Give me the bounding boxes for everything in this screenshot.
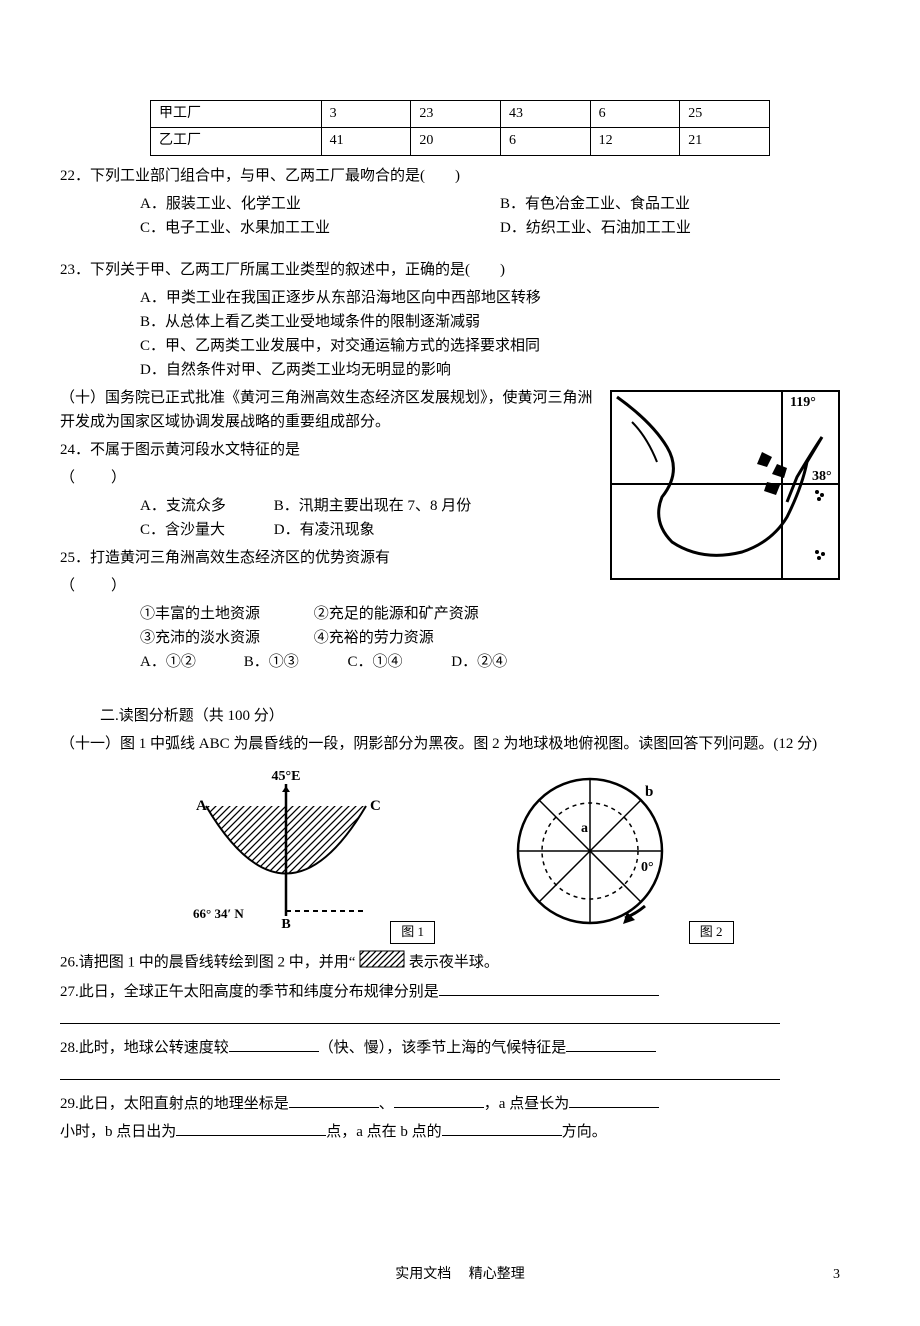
q23-opt-a: A．甲类工业在我国正逐步从东部沿海地区向中西部地区转移 bbox=[140, 286, 860, 310]
q29: 29.此日，太阳直射点的地理坐标是 、 ，a 点昼长为 bbox=[60, 1092, 860, 1116]
cell: 甲工厂 bbox=[151, 101, 322, 128]
q22-opt-b: B．有色冶金工业、食品工业 bbox=[500, 192, 860, 216]
q24-opt-b: B．汛期主要出现在 7、8 月份 bbox=[274, 498, 472, 514]
table-row: 甲工厂 3 23 43 6 25 bbox=[151, 101, 770, 128]
fig1-b: B bbox=[282, 917, 291, 932]
blank bbox=[289, 1092, 379, 1108]
table-row: 乙工厂 41 20 6 12 21 bbox=[151, 128, 770, 155]
q25-opt-b: B．①③ bbox=[244, 650, 344, 674]
q25-i1: ①丰富的土地资源 bbox=[140, 602, 310, 626]
q29-p4: 小时，b 点日出为 bbox=[60, 1124, 176, 1140]
map-lat-label: 38° bbox=[812, 469, 832, 484]
fig2-zero: 0° bbox=[641, 860, 654, 875]
q22-opt-a: A．服装工业、化学工业 bbox=[140, 192, 500, 216]
q29-p2: 、 bbox=[379, 1096, 394, 1112]
blank bbox=[442, 1120, 562, 1136]
q29-p6: 方向。 bbox=[562, 1124, 607, 1140]
cell: 43 bbox=[500, 101, 590, 128]
footer-right: 精心整理 bbox=[469, 1267, 525, 1282]
fig1-lat: 66° 34′ N bbox=[193, 906, 244, 921]
hatch-icon bbox=[359, 950, 405, 976]
yellow-river-map: 119° 38° bbox=[610, 390, 840, 580]
q29-p5: 点，a 点在 b 点的 bbox=[326, 1124, 441, 1140]
q26-pre: 26.请把图 1 中的晨昏线转绘到图 2 中，并用“ bbox=[60, 954, 355, 970]
blank bbox=[176, 1120, 326, 1136]
q24-opt-a: A．支流众多 bbox=[140, 494, 270, 518]
cell: 3 bbox=[321, 101, 411, 128]
blank bbox=[569, 1092, 659, 1108]
fig1-a: A bbox=[196, 798, 207, 814]
q24-opt-d: D．有凌汛现象 bbox=[274, 522, 375, 538]
blank bbox=[60, 1008, 780, 1024]
cell: 23 bbox=[411, 101, 501, 128]
q25-i3: ③充沛的淡水资源 bbox=[140, 626, 310, 650]
blank bbox=[439, 980, 659, 996]
page-footer: 实用文档 精心整理 3 bbox=[60, 1264, 860, 1286]
q28-pre: 28.此时，地球公转速度较 bbox=[60, 1040, 229, 1056]
fig2-b: b bbox=[645, 784, 653, 800]
cell: 12 bbox=[590, 128, 680, 155]
q29-p1: 29.此日，太阳直射点的地理坐标是 bbox=[60, 1096, 289, 1112]
q26: 26.请把图 1 中的晨昏线转绘到图 2 中，并用“ 表示夜半球。 bbox=[60, 950, 860, 976]
q25-opt-c: C．①④ bbox=[348, 650, 448, 674]
passage11: （十一）图 1 中弧线 ABC 为晨昏线的一段，阴影部分为黑夜。图 2 为地球极… bbox=[60, 732, 860, 756]
q28-mid: （快、慢），该季节上海的气候特征是 bbox=[319, 1040, 567, 1056]
blank bbox=[229, 1036, 319, 1052]
blank bbox=[566, 1036, 656, 1052]
q23-opt-b: B．从总体上看乙类工业受地域条件的限制逐渐减弱 bbox=[140, 310, 860, 334]
q24-opt-c: C．含沙量大 bbox=[140, 518, 270, 542]
q25-i4: ④充裕的劳力资源 bbox=[314, 630, 434, 646]
fig2-a: a bbox=[581, 821, 588, 836]
cell: 21 bbox=[680, 128, 770, 155]
cell: 6 bbox=[590, 101, 680, 128]
q23-opt-d: D．自然条件对甲、乙两类工业均无明显的影响 bbox=[140, 358, 860, 382]
q23-opt-c: C．甲、乙两类工业发展中，对交通运输方式的选择要求相同 bbox=[140, 334, 860, 358]
footer-left: 实用文档 bbox=[395, 1267, 451, 1282]
fig1-top-label: 45°E bbox=[272, 769, 301, 784]
q26-post: 表示夜半球。 bbox=[409, 954, 499, 970]
q22-stem: 22．下列工业部门组合中，与甲、乙两工厂最吻合的是( ) bbox=[60, 164, 860, 188]
figure-1: 45°E A C 66° 34′ N B 图 1 bbox=[186, 766, 435, 944]
blank bbox=[394, 1092, 484, 1108]
q22-opt-c: C．电子工业、水果加工工业 bbox=[140, 216, 500, 240]
passage10: （十）国务院已正式批准《黄河三角洲高效生态经济区发展规划》，使黄河三角洲开发成为… bbox=[60, 386, 600, 434]
q25-i2: ②充足的能源和矿产资源 bbox=[314, 606, 479, 622]
map-lon-label: 119° bbox=[790, 395, 816, 410]
q25-opt-d: D．②④ bbox=[451, 650, 551, 674]
fig2-caption: 图 2 bbox=[689, 921, 734, 944]
section2-head: 二.读图分析题（共 100 分） bbox=[100, 704, 860, 728]
fig1-caption: 图 1 bbox=[390, 921, 435, 944]
q29-p3: ，a 点昼长为 bbox=[484, 1096, 569, 1112]
q27: 27.此日，全球正午太阳高度的季节和纬度分布规律分别是 bbox=[60, 980, 860, 1004]
page-number: 3 bbox=[833, 1264, 840, 1286]
cell: 20 bbox=[411, 128, 501, 155]
blank bbox=[60, 1064, 780, 1080]
fig1-c: C bbox=[370, 798, 381, 814]
cell: 41 bbox=[321, 128, 411, 155]
cell: 25 bbox=[680, 101, 770, 128]
q23-stem: 23．下列关于甲、乙两工厂所属工业类型的叙述中，正确的是( ) bbox=[60, 258, 860, 282]
cell: 6 bbox=[500, 128, 590, 155]
q27-text: 27.此日，全球正午太阳高度的季节和纬度分布规律分别是 bbox=[60, 984, 439, 1000]
q28: 28.此时，地球公转速度较 （快、慢），该季节上海的气候特征是 bbox=[60, 1036, 860, 1060]
q25-opt-a: A．①② bbox=[140, 650, 240, 674]
q22-opt-d: D．纺织工业、石油加工工业 bbox=[500, 216, 860, 240]
factory-table: 甲工厂 3 23 43 6 25 乙工厂 41 20 6 12 21 bbox=[150, 100, 770, 156]
figure-2: a b 0° 图 2 bbox=[495, 766, 734, 944]
cell: 乙工厂 bbox=[151, 128, 322, 155]
